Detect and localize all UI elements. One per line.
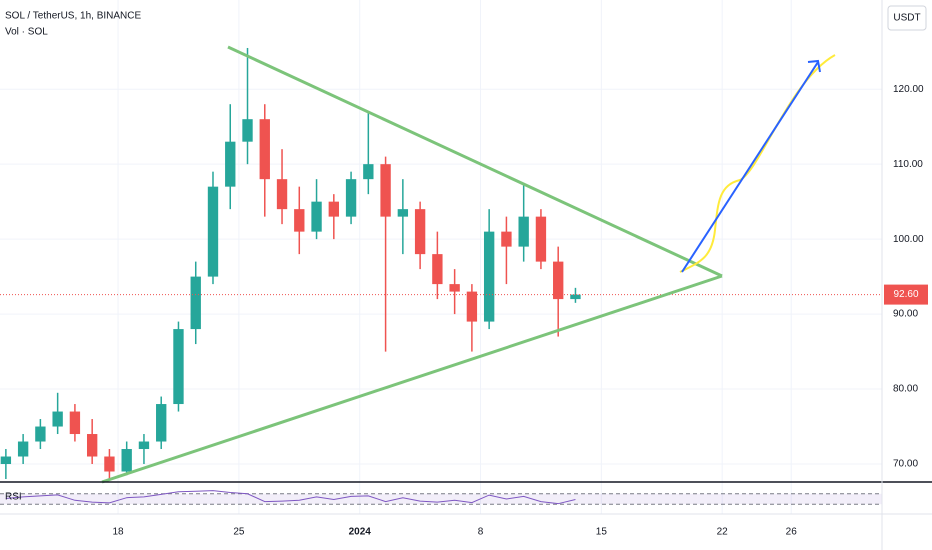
candle-body [432, 254, 443, 285]
projection-arrow [681, 61, 819, 273]
arrow-head [807, 59, 821, 73]
candle-body [466, 291, 478, 322]
candle-body [138, 441, 150, 450]
candle-body [0, 456, 12, 465]
candle-body [35, 426, 46, 442]
currency-button[interactable] [887, 5, 927, 31]
x-tick-label: 8 [478, 527, 484, 538]
candle-body [345, 179, 357, 217]
candle-body [483, 231, 495, 322]
x-tick-label: 2024 [349, 527, 372, 538]
rsi-line [5, 490, 576, 505]
grid [0, 0, 882, 514]
candle-body [380, 164, 391, 217]
x-tick-label: 18 [112, 527, 124, 538]
y-tick-label: 100.00 [893, 234, 924, 245]
candle-body [535, 216, 547, 262]
candle-body [121, 449, 132, 472]
candle-body [294, 209, 305, 232]
y-tick-label: 80.00 [893, 384, 918, 395]
candle-body [69, 411, 81, 435]
candle-body [207, 186, 219, 277]
candle-body [276, 179, 288, 210]
candle-body [225, 141, 236, 187]
last-price-box [884, 284, 928, 305]
candle-body [242, 119, 253, 142]
candle-body [86, 434, 98, 457]
candle-body [414, 209, 426, 255]
trendline-lower [101, 274, 723, 484]
candle-body [259, 119, 270, 180]
candle-body [190, 276, 201, 330]
rsi-band-fill [0, 493, 882, 505]
axes: 70.00 80.00 90.00 100.00 110.00 120.00 18 25 202… [112, 84, 928, 538]
candle-body [363, 164, 374, 180]
x-tick-label: 25 [233, 527, 245, 538]
chart-title: SOL / TetherUS, 1h, BINANCE [5, 11, 141, 22]
y-tick-label: 90.00 [893, 309, 918, 320]
y-tick-label: 120.00 [893, 84, 924, 95]
y-tick-label: 110.00 [893, 159, 923, 170]
y-tick-label: 70.00 [893, 459, 918, 470]
candle-body [397, 209, 409, 217]
candles [0, 47, 882, 505]
rsi-label: RSI [5, 492, 22, 503]
currency[interactable]: USDT [893, 13, 920, 24]
candle-body [570, 294, 581, 300]
x-tick-label: 26 [786, 527, 798, 538]
trendline-upper [227, 45, 723, 278]
x-tick-label: 22 [717, 527, 729, 538]
candle-body [328, 201, 339, 217]
volume-label: Vol · SOL [5, 27, 48, 38]
candle-body [52, 411, 63, 427]
candle-body [311, 201, 322, 232]
candle-body [501, 231, 512, 247]
candle-body [553, 261, 564, 300]
candle-body [449, 284, 460, 292]
x-tick-label: 15 [596, 527, 608, 538]
candle-body [518, 216, 529, 247]
candle-body [156, 404, 167, 442]
candle-body [104, 456, 115, 472]
candle-body [17, 441, 29, 457]
candle-body [173, 329, 184, 405]
last-price-label: 92.60 [893, 289, 918, 300]
